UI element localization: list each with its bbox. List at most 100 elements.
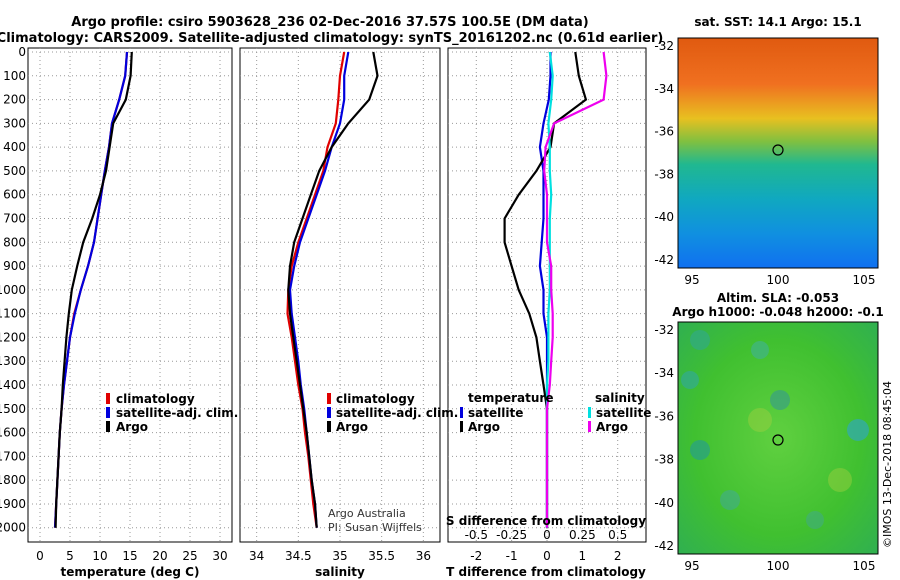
s-difference-label: S difference from climatology [446,514,646,528]
map-y-tick-label: -36 [654,125,674,139]
sal-legend-argo: Argo [336,420,368,434]
depth-tick-label: 600 [3,188,26,202]
credit-line2: PI: Susan Wijffels [328,521,422,534]
sla-blob [690,440,710,460]
map-y-tick-label: -42 [654,253,674,267]
sla-map-blobs [681,330,869,529]
map-x-tick-label: 105 [853,273,876,287]
salinity-panel-frame [239,47,441,543]
diff-legend-temperature: temperature [468,391,553,405]
sst-map-ticks: -32 -34 -36 -38 -40 -42 95 100 105 [654,39,875,287]
depth-tick-label: 1000 [0,283,26,297]
sal-legend-climatology: climatology [336,392,415,406]
depth-tick-label: 1800 [0,473,26,487]
depth-tick-label: 1200 [0,330,26,344]
x-tick-label: 36 [416,549,431,563]
x-tick-label: 35.5 [368,549,395,563]
map-y-tick-label: -34 [654,366,674,380]
difference-legend: temperature satellite Argo salinity sate… [460,391,651,434]
profile-lines [53,51,608,528]
diff-swatch-s-argo [588,421,591,432]
secondary-x-tick-label: 0.5 [608,528,627,542]
diff-legend-s-satellite: satellite [596,406,651,420]
credit-line1: Argo Australia [328,507,406,520]
depth-tick-label: 1300 [0,354,26,368]
difference-axis-label: T difference from climatology [446,565,646,579]
map-y-tick-label: -38 [654,453,674,467]
sal-legend-satellite: satellite-adj. clim. [336,406,458,420]
map-y-tick-label: -42 [654,539,674,553]
x-tick-label: 2 [614,549,622,563]
sla-blob [681,371,699,389]
sla-blob [751,341,769,359]
temperature-panel-frame [27,47,233,543]
depth-tick-label: 700 [3,212,26,226]
sla-blob [720,490,740,510]
salinity-legend: climatology satellite-adj. clim. Argo [327,392,458,434]
sla-blob [690,330,710,350]
x-tick-label: 10 [92,549,107,563]
depth-tick-label: 1400 [0,378,26,392]
figure-title-line1: Argo profile: csiro 5903628_236 02-Dec-2… [71,15,588,30]
depth-tick-label: 500 [3,164,26,178]
x-tick-label: 1 [579,549,587,563]
map-y-tick-label: -38 [654,167,674,181]
depth-tick-label: 0 [18,45,26,59]
sla-map [677,321,879,555]
depth-tick-label: 1100 [0,307,26,321]
depth-tick-label: 200 [3,93,26,107]
depth-tick-label: 100 [3,69,26,83]
secondary-x-tick-label: 0.25 [569,528,596,542]
diff-swatch-s-satellite [588,407,591,418]
x-tick-label: 25 [182,549,197,563]
depth-tick-label: 400 [3,140,26,154]
series-line-salinity-argo [543,51,608,528]
depth-tick-label: 300 [3,116,26,130]
depth-tick-label: 800 [3,235,26,249]
diff-legend-t-argo: Argo [468,420,500,434]
x-tick-label: -1 [506,549,518,563]
x-tick-label: 15 [122,549,137,563]
legend-argo: Argo [116,420,148,434]
diff-swatch-t-argo [460,421,463,432]
legend-climatology: climatology [116,392,195,406]
diff-legend-t-satellite: satellite [468,406,523,420]
depth-tick-label: 1900 [0,497,26,511]
x-tick-label: 34 [249,549,264,563]
tick-labels: 0100200300400500600700800900100011001200… [0,45,627,563]
depth-tick-label: 2000 [0,521,26,535]
x-tick-label: 0 [543,549,551,563]
salinity-axis-label: salinity [315,565,365,579]
sla-blob [770,390,790,410]
map-x-tick-label: 105 [853,559,876,573]
sla-blob [828,468,852,492]
map-x-tick-label: 95 [684,273,699,287]
map-y-tick-label: -32 [654,39,674,53]
sal-legend-swatch-argo [327,421,331,432]
series-line-argo [287,51,379,528]
depth-tick-label: 1600 [0,426,26,440]
map-y-tick-label: -32 [654,323,674,337]
sla-blob [806,511,824,529]
sal-legend-swatch-satellite [327,407,331,418]
x-tick-label: 0 [36,549,44,563]
figure-title-line2: Climatology: CARS2009. Satellite-adjuste… [0,31,663,46]
temperature-axis-label: temperature (deg C) [61,565,200,579]
map-y-tick-label: -34 [654,82,674,96]
map-y-tick-label: -40 [654,496,674,510]
legend-swatch-satellite [106,407,110,418]
sst-map [677,37,879,269]
x-tick-label: 30 [212,549,227,563]
x-tick-label: 5 [66,549,74,563]
depth-tick-label: 1700 [0,449,26,463]
sla-map-ticks: -32 -34 -36 -38 -40 -42 95 100 105 [654,323,875,573]
x-tick-label: -2 [470,549,482,563]
map-x-tick-label: 100 [767,273,790,287]
x-tick-label: 35 [332,549,347,563]
secondary-x-tick-label: -0.25 [496,528,527,542]
map-y-tick-label: -36 [654,409,674,423]
temperature-legend: climatology satellite-adj. clim. Argo [106,392,238,434]
sal-legend-swatch-climatology [327,393,331,404]
secondary-x-tick-label: 0 [543,528,551,542]
